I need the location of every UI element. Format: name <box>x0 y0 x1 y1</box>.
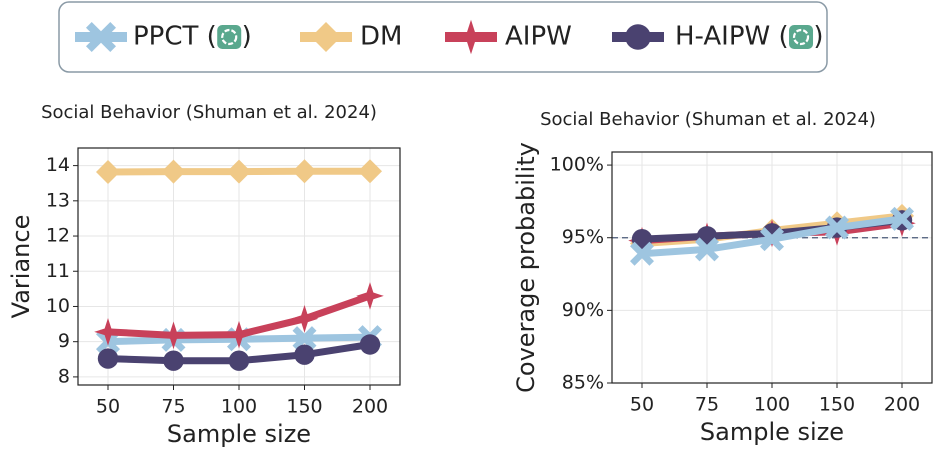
marker <box>227 159 251 184</box>
y-tick-label: 100% <box>550 154 604 176</box>
marker <box>225 320 253 349</box>
y-tick-label: 95% <box>562 226 604 248</box>
marker <box>290 304 319 333</box>
marker <box>630 241 654 266</box>
marker <box>695 237 719 262</box>
legend-box <box>58 1 828 73</box>
x-tick-label: 75 <box>695 394 719 416</box>
x-tick-label: 75 <box>161 396 185 418</box>
marker <box>292 326 317 351</box>
marker <box>163 350 184 371</box>
marker <box>228 350 250 371</box>
marker <box>453 19 489 55</box>
legend-label: DM <box>360 22 402 52</box>
y-tick-label: 9 <box>58 330 70 352</box>
x-tick-label: 50 <box>96 396 120 418</box>
marker <box>311 22 341 52</box>
y-tick-label: 90% <box>562 299 604 321</box>
y-axis-label: Coverage probability <box>512 142 540 393</box>
x-tick-label: 150 <box>286 396 322 418</box>
y-tick-label: 11 <box>46 260 70 282</box>
x-axis-label: Sample size <box>700 418 844 446</box>
marker <box>356 282 384 310</box>
plot-frame <box>77 147 401 386</box>
y-tick-label: 85% <box>562 372 604 394</box>
x-axis-label: Sample size <box>167 420 311 448</box>
chart-title: Social Behavior (Shuman et al. 2024) <box>540 109 876 130</box>
y-axis-label: Variance <box>7 215 35 319</box>
x-tick-label: 150 <box>819 394 855 416</box>
y-tick-label: 13 <box>46 189 70 211</box>
marker <box>94 318 122 346</box>
marker <box>825 215 849 240</box>
x-tick-label: 50 <box>630 394 654 416</box>
x-tick-label: 200 <box>352 396 388 418</box>
marker <box>159 321 188 350</box>
marker <box>625 24 651 50</box>
y-tick-label: 14 <box>46 154 70 176</box>
marker <box>358 159 382 184</box>
x-tick-label: 100 <box>754 394 790 416</box>
openai-icon <box>789 25 814 49</box>
openai-icon-knot <box>792 28 810 46</box>
marker <box>86 22 116 52</box>
marker <box>161 159 186 184</box>
legend-label: AIPW <box>505 22 572 52</box>
y-tick-label: 8 <box>58 365 70 387</box>
plot-frame <box>611 151 933 384</box>
marker <box>294 344 315 365</box>
chart-title: Social Behavior (Shuman et al. 2024) <box>41 102 377 123</box>
y-tick-label: 10 <box>46 295 70 317</box>
openai-icon <box>217 25 242 49</box>
x-tick-label: 100 <box>221 396 257 418</box>
marker <box>96 159 120 184</box>
marker <box>292 159 317 184</box>
y-tick-label: 12 <box>46 225 70 247</box>
x-tick-label: 200 <box>884 394 920 416</box>
marker <box>97 348 119 369</box>
marker <box>760 227 784 252</box>
marker <box>890 206 914 231</box>
openai-icon-knot <box>221 28 238 46</box>
marker <box>359 334 381 355</box>
